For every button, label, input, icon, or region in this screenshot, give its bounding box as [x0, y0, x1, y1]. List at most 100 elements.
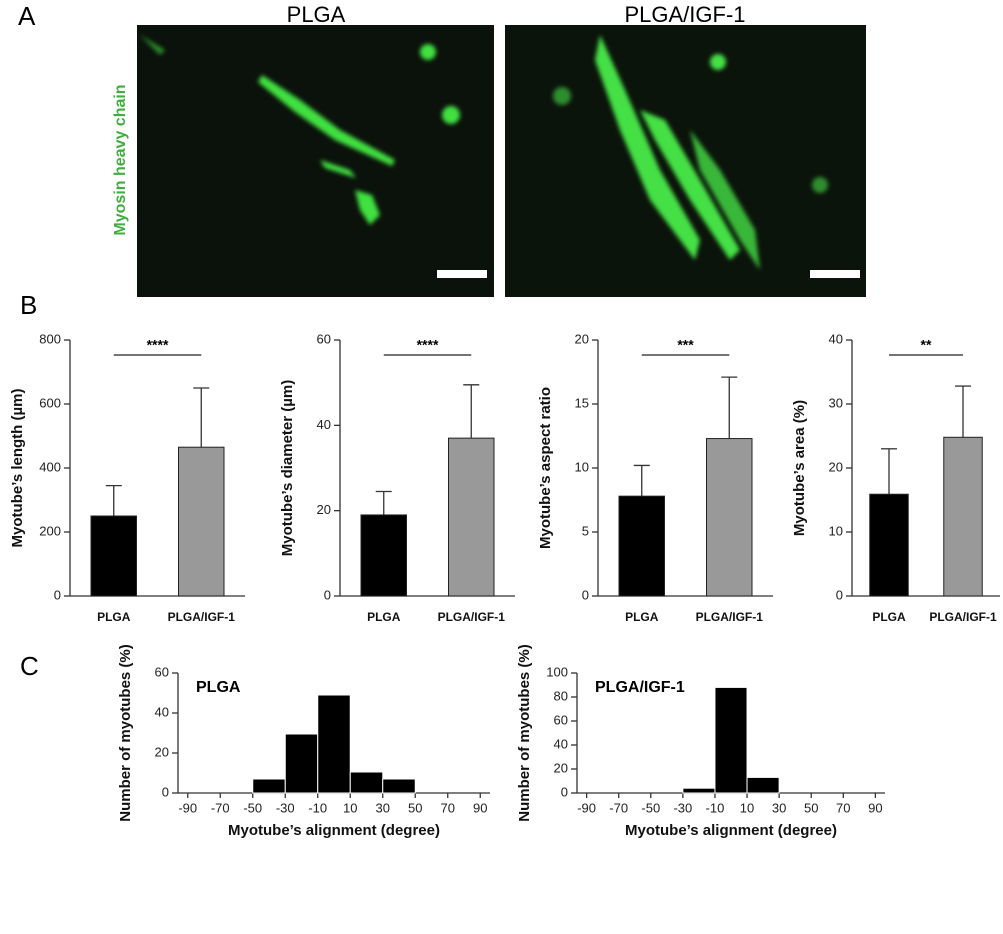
- x-tick-label: -70: [609, 800, 628, 815]
- y-tick-label: 80: [554, 688, 568, 703]
- myotube: [320, 160, 356, 178]
- panel-label: C: [20, 651, 39, 681]
- y-axis-label: Myotube’s area (%): [791, 400, 808, 536]
- y-tick-label: 40: [829, 331, 843, 346]
- x-tick-label: PLGA: [367, 610, 401, 624]
- y-tick-label: 20: [575, 331, 589, 346]
- significance-label: **: [921, 337, 932, 353]
- x-tick-label: 10: [740, 800, 754, 815]
- myotube: [690, 130, 760, 270]
- x-tick-label: PLGA/IGF-1: [929, 610, 997, 624]
- x-tick-label: 70: [441, 800, 455, 815]
- y-tick-label: 40: [554, 736, 568, 751]
- y-axis-label: Myotube’s length (µm): [9, 389, 26, 548]
- x-tick-label: PLGA/IGF-1: [438, 610, 506, 624]
- y-tick-label: 200: [39, 523, 61, 538]
- x-tick-label: -10: [308, 800, 327, 815]
- y-axis-label: Myotube’s aspect ratio: [537, 387, 554, 549]
- x-tick-label: PLGA: [625, 610, 659, 624]
- y-tick-label: 60: [155, 664, 169, 679]
- histogram-bar: [682, 787, 716, 794]
- bar: [90, 515, 137, 597]
- y-tick-label: 400: [39, 459, 61, 474]
- y-tick-label: 0: [836, 587, 843, 602]
- y-tick-label: 20: [155, 744, 169, 759]
- micrograph: [137, 25, 494, 297]
- myotube: [595, 35, 700, 260]
- y-tick-label: 100: [546, 664, 568, 679]
- micrograph: [505, 25, 866, 297]
- image-title: PLGA/IGF-1: [624, 2, 745, 27]
- y-tick-label: 60: [554, 712, 568, 727]
- y-tick-label: 800: [39, 331, 61, 346]
- x-tick-label: 30: [376, 800, 390, 815]
- y-tick-label: 0: [54, 587, 61, 602]
- y-tick-label: 40: [155, 704, 169, 719]
- histogram-bar: [284, 733, 319, 794]
- cell: [553, 87, 571, 105]
- x-tick-label: -90: [178, 800, 197, 815]
- y-tick-label: 20: [554, 760, 568, 775]
- y-axis-label: Number of myotubes (%): [516, 644, 533, 822]
- panel-label: A: [18, 1, 36, 31]
- bar: [448, 437, 495, 597]
- y-tick-label: 0: [162, 784, 169, 799]
- y-tick-label: 10: [829, 523, 843, 538]
- scale-bar: [437, 270, 487, 278]
- y-tick-label: 20: [317, 502, 331, 517]
- x-tick-label: PLGA/IGF-1: [168, 610, 236, 624]
- x-tick-label: 70: [836, 800, 850, 815]
- y-tick-label: 0: [582, 587, 589, 602]
- significance-label: ****: [147, 337, 169, 353]
- bar: [706, 438, 753, 597]
- x-tick-label: 90: [868, 800, 882, 815]
- histogram-bar: [317, 694, 351, 794]
- y-tick-label: 20: [829, 459, 843, 474]
- x-tick-label: -50: [243, 800, 262, 815]
- x-tick-label: PLGA/IGF-1: [696, 610, 764, 624]
- x-tick-label: 50: [408, 800, 422, 815]
- cells: [140, 35, 460, 225]
- histogram-bar: [746, 776, 780, 794]
- x-tick-label: 50: [804, 800, 818, 815]
- y-axis-label: Number of myotubes (%): [117, 644, 134, 822]
- cell: [442, 106, 460, 124]
- y-axis-label: Myotube’s diameter (µm): [279, 380, 296, 556]
- x-axis-label: Myotube’s alignment (degree): [228, 822, 440, 839]
- x-axis-label: Myotube’s alignment (degree): [625, 822, 837, 839]
- y-tick-label: 30: [829, 395, 843, 410]
- y-tick-label: 10: [575, 459, 589, 474]
- myotube: [640, 110, 740, 260]
- scale-bar: [810, 270, 860, 278]
- histogram-bar: [382, 778, 416, 794]
- y-tick-label: 0: [561, 784, 568, 799]
- bar: [618, 495, 665, 597]
- bar: [943, 436, 983, 597]
- x-tick-label: PLGA: [872, 610, 906, 624]
- x-tick-label: 90: [473, 800, 487, 815]
- panel-label: B: [20, 290, 37, 320]
- chart-title: PLGA: [196, 679, 241, 696]
- myotube: [355, 190, 380, 225]
- image-background: [137, 25, 494, 297]
- x-tick-label: PLGA: [97, 610, 131, 624]
- cells: [553, 35, 828, 270]
- cell: [420, 44, 436, 60]
- x-tick-label: 10: [343, 800, 357, 815]
- y-tick-label: 15: [575, 395, 589, 410]
- x-tick-label: -90: [577, 800, 596, 815]
- y-tick-label: 60: [317, 331, 331, 346]
- x-tick-label: -30: [276, 800, 295, 815]
- chart-title: PLGA/IGF-1: [595, 679, 685, 696]
- bar: [360, 514, 407, 597]
- cell: [710, 54, 726, 70]
- significance-label: ***: [677, 337, 694, 353]
- y-tick-label: 0: [324, 587, 331, 602]
- x-tick-label: -70: [211, 800, 230, 815]
- y-tick-label: 600: [39, 395, 61, 410]
- y-tick-label: 5: [582, 523, 589, 538]
- image-title: PLGA: [287, 2, 346, 27]
- x-tick-label: -10: [706, 800, 725, 815]
